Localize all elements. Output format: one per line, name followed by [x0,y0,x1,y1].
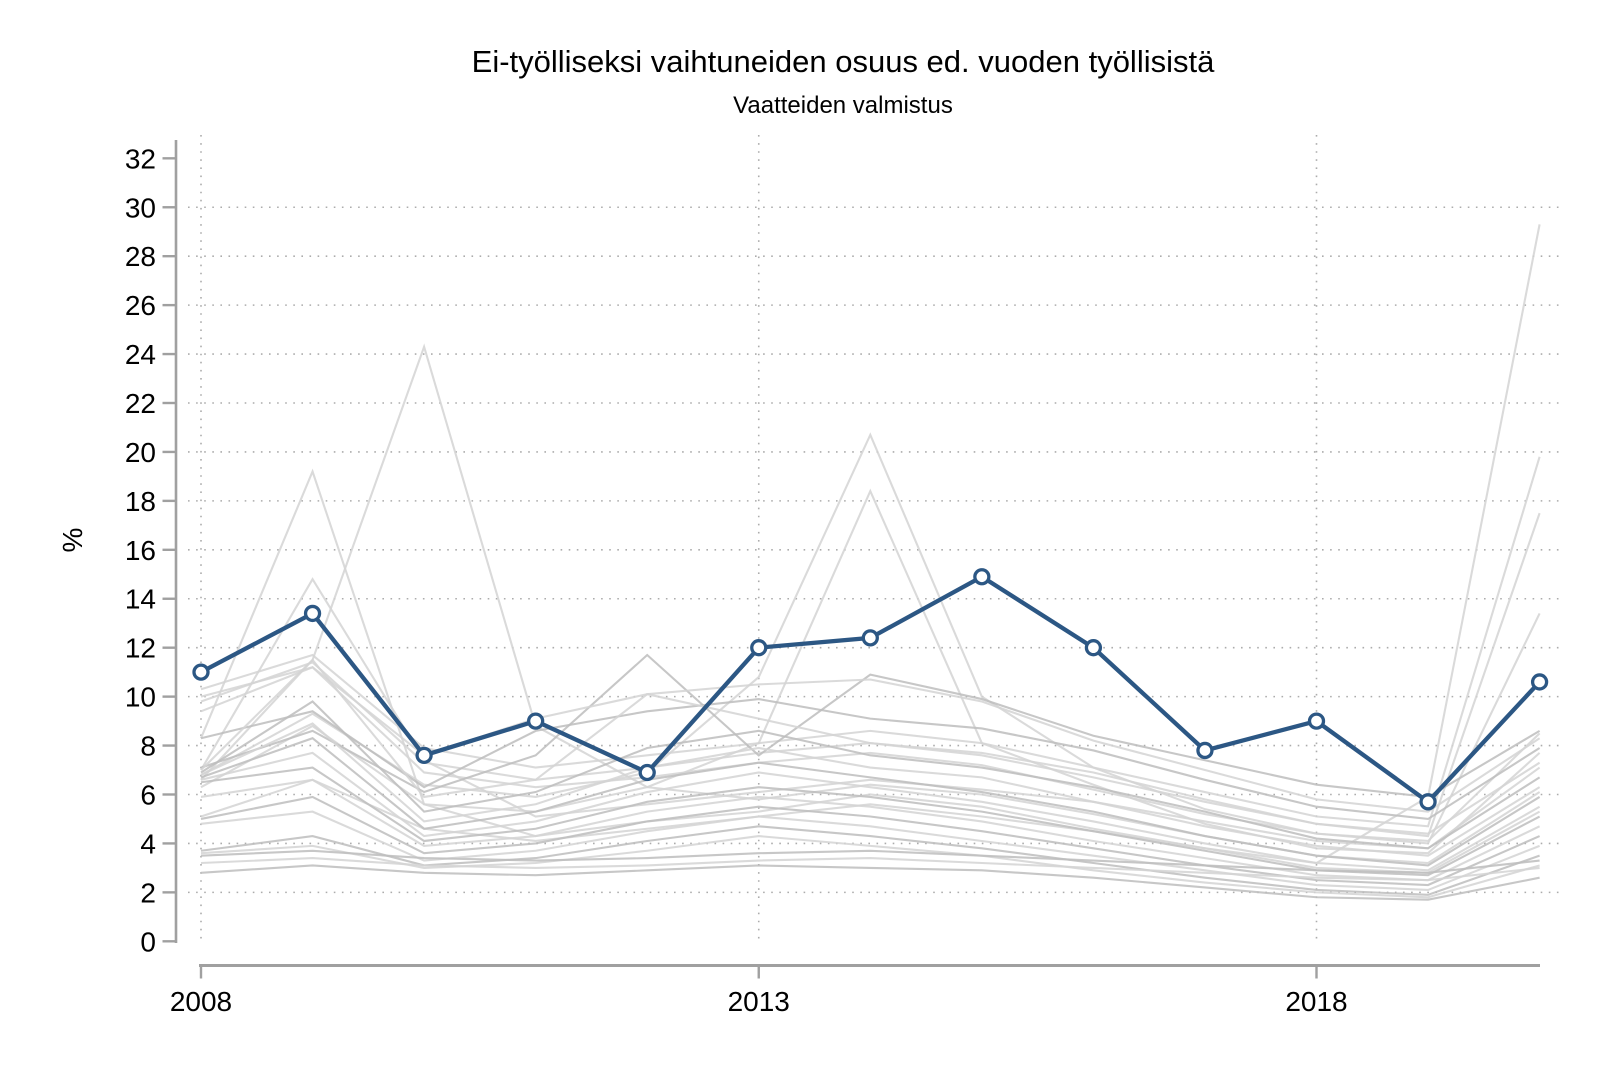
y-tick-label: 26 [125,290,156,321]
gray-series-line [200,778,1541,882]
gray-series-line [200,795,1541,887]
y-tick-label: 32 [125,143,156,174]
y-tick-label: 0 [140,926,156,957]
gray-series-line [200,612,1541,845]
gray-series-line [200,810,1540,891]
y-tick-label: 10 [125,682,156,713]
gray-series-line [200,722,1541,857]
main-series-marker [527,712,545,730]
y-tick-label: 8 [140,731,156,762]
y-tick-label: 20 [125,437,156,468]
y-tick-label: 22 [125,388,156,419]
main-series-marker [750,639,768,657]
main-series-marker [638,763,656,782]
y-tick-label: 4 [140,828,156,859]
gray-series-line [200,468,1541,874]
gray-series-line [200,577,1541,850]
y-tick-label: 24 [125,339,156,370]
y-tick-label: 30 [125,192,156,223]
y-tick-label: 12 [125,633,156,664]
gray-series-line [200,488,1541,855]
gray-series-line [200,700,1541,850]
main-series-marker [415,746,433,764]
x-tick-label: 2018 [1285,986,1347,1017]
gray-series-line [200,658,1541,835]
chart-subtitle: Vaatteiden valmistus [733,92,953,119]
main-series-marker [1530,673,1549,691]
gray-series-line [200,653,1541,799]
x-tick-label: 2013 [728,986,790,1017]
main-series-marker [192,663,210,681]
main-series-marker [973,568,991,586]
main-series-marker [1419,793,1437,811]
gray-series-line [200,864,1540,901]
gray-series-line [200,835,1540,899]
gray-series-line [200,751,1541,872]
y-tick-label: 2 [140,877,156,908]
main-series-marker [1307,712,1326,730]
main-series-marker [1196,741,1214,760]
y-tick-label: 14 [125,584,156,615]
main-series-marker [1084,639,1103,657]
main-series-marker [861,629,879,647]
y-tick-label: 6 [140,779,156,810]
y-tick-label: 18 [125,486,156,517]
main-series-marker [303,604,322,623]
gray-series-line [200,698,1541,821]
x-tick-label: 2008 [170,986,232,1017]
y-tick-label: 28 [125,241,156,272]
gray-series-line [200,849,1540,874]
y-tick-label: 16 [125,535,156,566]
gray-series-line [200,857,1540,882]
gray-series-line [200,737,1541,867]
chart-title: Ei-työlliseksi vaihtuneiden osuus ed. vu… [471,44,1215,79]
gray-series-line [200,343,1541,865]
